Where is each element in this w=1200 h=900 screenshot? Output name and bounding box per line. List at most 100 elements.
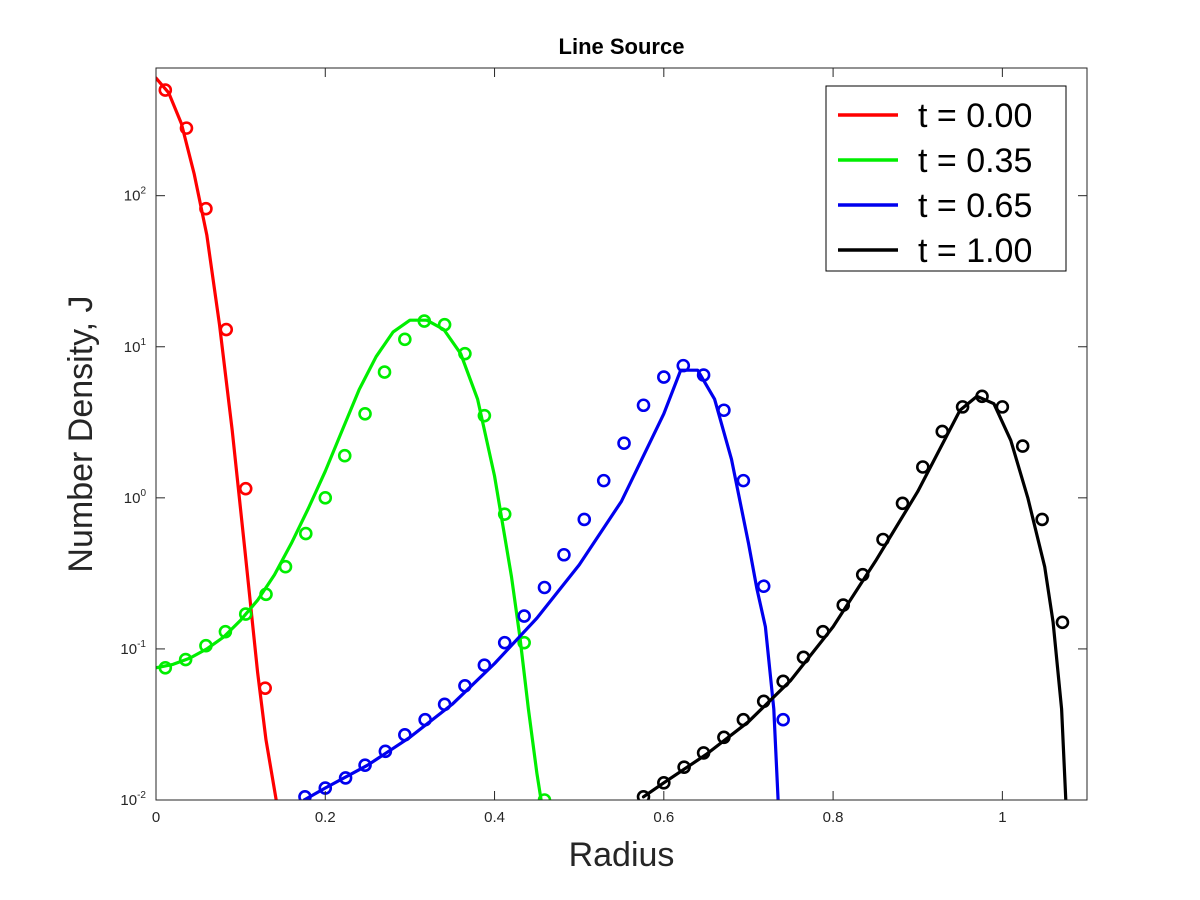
series-4-marker bbox=[816, 624, 830, 639]
x-axis-title: Radius bbox=[569, 836, 675, 874]
series-2-marker bbox=[477, 408, 492, 423]
y-axis-title: Number Density, J bbox=[62, 295, 100, 572]
series-3-marker bbox=[557, 547, 571, 562]
y-tick-label: 10-2 bbox=[120, 790, 146, 809]
series-2-marker bbox=[358, 406, 372, 421]
series-3-marker bbox=[776, 712, 790, 727]
y-tick-exponent: -2 bbox=[137, 790, 146, 801]
series-4-marker bbox=[995, 400, 1010, 414]
series-1-marker bbox=[258, 681, 272, 695]
legend-label-3: t = 0.65 bbox=[918, 187, 1032, 225]
series-2-marker bbox=[537, 793, 552, 800]
series-3-marker bbox=[418, 712, 432, 727]
legend-label-1: t = 0.00 bbox=[918, 97, 1032, 135]
series-2-marker bbox=[458, 346, 472, 361]
legend-entries: t = 0.00 t = 0.35 t = 0.65 t = 1.00 bbox=[838, 97, 1032, 270]
series-3-marker bbox=[398, 728, 412, 742]
series-4-marker bbox=[736, 712, 751, 727]
series-layer bbox=[156, 76, 1070, 800]
series-3-marker bbox=[676, 358, 691, 373]
series-4-marker bbox=[1055, 615, 1070, 630]
series-2-marker bbox=[199, 638, 213, 653]
series-4-marker bbox=[696, 746, 711, 760]
x-tick-label: 0.2 bbox=[315, 809, 336, 826]
series-3-marker bbox=[378, 744, 393, 759]
series-2-marker bbox=[299, 526, 313, 541]
x-tick-label: 1 bbox=[998, 809, 1006, 826]
series-2-marker bbox=[398, 332, 412, 347]
y-tick-base: 10 bbox=[120, 792, 137, 809]
series-3-marker bbox=[437, 697, 452, 712]
series-4-marker bbox=[855, 567, 870, 582]
y-tick-base: 10 bbox=[124, 490, 141, 507]
y-tick-label: 102 bbox=[124, 186, 147, 205]
series-1-marker bbox=[199, 201, 213, 216]
y-tick-exponent: -1 bbox=[137, 639, 146, 650]
y-tick-base: 10 bbox=[124, 188, 141, 205]
series-3-marker bbox=[517, 609, 531, 623]
series-4 bbox=[636, 389, 1070, 800]
series-2-marker bbox=[517, 635, 531, 650]
series-3-marker bbox=[636, 398, 651, 413]
series-3-marker bbox=[477, 658, 492, 673]
series-3-marker bbox=[577, 512, 592, 527]
x-tick-label: 0.8 bbox=[823, 809, 844, 826]
series-1-marker bbox=[238, 481, 253, 496]
series-2-marker bbox=[178, 652, 193, 667]
chart-title: Line Source bbox=[559, 34, 685, 59]
series-4-marker bbox=[717, 730, 731, 745]
series-4-marker bbox=[657, 775, 671, 790]
series-2 bbox=[156, 314, 552, 800]
series-2-marker bbox=[278, 559, 293, 574]
series-2-marker bbox=[437, 317, 452, 332]
y-tick-label: 10-1 bbox=[120, 639, 146, 658]
y-tick-base: 10 bbox=[124, 339, 141, 356]
series-4-marker bbox=[1015, 439, 1030, 453]
series-3-marker bbox=[717, 403, 731, 418]
y-tick-exponent: 2 bbox=[140, 186, 146, 197]
legend: t = 0.00 t = 0.35 t = 0.65 t = 1.00 bbox=[825, 85, 1067, 272]
series-4-marker bbox=[955, 400, 970, 414]
series-4-marker bbox=[756, 694, 771, 709]
series-4-marker bbox=[776, 674, 790, 689]
series-4-marker bbox=[895, 496, 910, 511]
series-4-marker bbox=[636, 790, 651, 800]
series-3-marker bbox=[358, 758, 372, 772]
series-2-marker bbox=[318, 491, 333, 505]
series-3-marker bbox=[617, 436, 631, 450]
series-2-marker bbox=[497, 507, 512, 521]
series-3-marker bbox=[657, 370, 671, 384]
series-4-marker bbox=[876, 532, 890, 547]
series-4-marker bbox=[796, 650, 811, 665]
series-3-marker bbox=[497, 635, 512, 650]
series-4-marker bbox=[677, 760, 691, 774]
series-1-marker bbox=[219, 322, 234, 337]
series-2-marker bbox=[377, 365, 392, 379]
series-3-marker bbox=[696, 368, 711, 382]
series-1-line bbox=[156, 76, 278, 800]
series-1-marker bbox=[179, 121, 194, 135]
series-3-marker bbox=[298, 790, 312, 800]
series-4-marker bbox=[1035, 512, 1049, 527]
x-tick-label: 0.4 bbox=[484, 809, 505, 826]
series-2-marker bbox=[238, 607, 253, 621]
legend-label-4: t = 1.00 bbox=[918, 232, 1032, 270]
series-4-marker bbox=[916, 460, 930, 474]
legend-label-2: t = 0.35 bbox=[918, 142, 1032, 180]
series-3-marker bbox=[458, 679, 472, 693]
series-3-marker bbox=[756, 579, 771, 594]
series-3-marker bbox=[736, 473, 751, 488]
plot-frame bbox=[155, 67, 1088, 801]
series-3-marker bbox=[596, 473, 611, 488]
series-4-marker bbox=[836, 598, 851, 612]
y-tick-exponent: 1 bbox=[140, 337, 146, 348]
series-2-marker bbox=[417, 314, 432, 328]
legend-box bbox=[825, 85, 1067, 272]
series-2-marker bbox=[218, 624, 233, 639]
series-2-line bbox=[156, 318, 543, 800]
series-2-marker bbox=[337, 448, 352, 463]
x-tick-label: 0.6 bbox=[653, 809, 674, 826]
y-tick-label: 101 bbox=[124, 337, 147, 356]
